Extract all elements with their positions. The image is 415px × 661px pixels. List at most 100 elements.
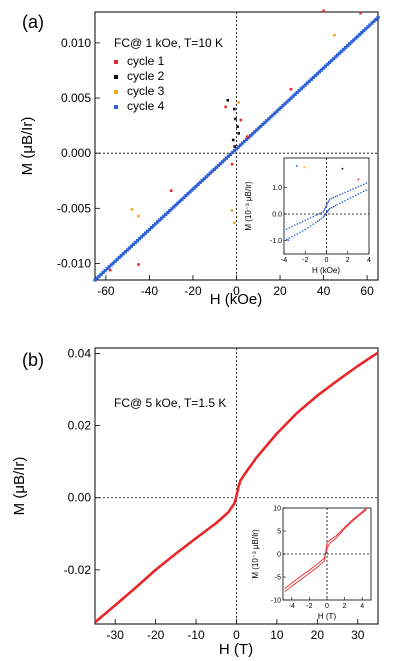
inset-a-branch-2-point bbox=[341, 201, 344, 203]
panel-a-xtick-label: 40 bbox=[317, 284, 331, 298]
cycle-1-point bbox=[239, 118, 243, 122]
inset-a-ytick-label: 0.0 bbox=[272, 212, 282, 219]
inset-a-branch-2-point bbox=[318, 219, 321, 221]
inset-a-branch-1-point bbox=[339, 194, 341, 196]
panel-b-ytick-label: 0.04 bbox=[68, 346, 92, 360]
inset-a-branch-2-point bbox=[330, 206, 333, 209]
inset-a-branch-2-point bbox=[301, 230, 304, 232]
cycle-2-point bbox=[234, 117, 237, 121]
panel-a-inset-data bbox=[283, 165, 368, 242]
inset-b-ytick-label: 0 bbox=[277, 552, 281, 559]
panel-a-xlabel: H (kOe) bbox=[210, 291, 263, 308]
panel-b-ytick-label: 0.02 bbox=[68, 419, 92, 433]
panel-a-ytick-label: -0.005 bbox=[57, 201, 91, 215]
inset-a-branch-2-point bbox=[328, 208, 330, 211]
panel-b-annotation: FC@ 5 kOe, T=1.5 K bbox=[114, 396, 226, 410]
cycle-3-point bbox=[130, 208, 134, 211]
panel-a-xtick-label: -40 bbox=[141, 284, 159, 298]
inset-a-branch-2-point bbox=[344, 199, 346, 202]
inset-a-branch-2-point bbox=[347, 198, 349, 201]
panel-a-label: (a) bbox=[22, 12, 44, 32]
panel-b-xtick-label: 0 bbox=[233, 628, 240, 642]
legend-label-cycle-3: cycle 3 bbox=[127, 84, 165, 98]
inset-a-branch-2-point bbox=[315, 221, 317, 224]
inset-a-branch-2-point bbox=[349, 197, 352, 199]
panel-b-inset-data bbox=[284, 507, 367, 593]
inset-a-branch-2-point bbox=[323, 215, 325, 217]
inset-a-branch-1-point bbox=[347, 190, 349, 193]
inset-b-xtick-label: -4 bbox=[289, 603, 295, 610]
inset-a-branch-2-point bbox=[309, 225, 312, 227]
inset-a-branch-1-point bbox=[307, 218, 309, 220]
legend-marker-cycle-3 bbox=[114, 90, 118, 94]
panel-a-xtick-label: -60 bbox=[97, 284, 115, 298]
inset-a-branch-1-point bbox=[336, 195, 338, 197]
inset-a-branch-1-point bbox=[357, 186, 360, 188]
panel-b-label: (b) bbox=[22, 350, 44, 370]
panel-a-ytick-label: 0.005 bbox=[61, 91, 91, 105]
cycle-3-point bbox=[233, 221, 236, 224]
panel-a-inset-ylabel: M (10⁻³ μB/Ir) bbox=[244, 181, 253, 231]
inset-b-ytick-label: 10 bbox=[273, 506, 281, 513]
inset-a-branch-1-point bbox=[327, 201, 329, 204]
inset-a-branch-1-point bbox=[288, 227, 291, 229]
inset-a-branch-2-point bbox=[307, 227, 309, 229]
legend-marker-cycle-2 bbox=[114, 75, 118, 79]
inset-b-branch-1 bbox=[284, 509, 367, 589]
inset-a-branch-2-point bbox=[360, 191, 362, 194]
inset-a-branch-2-point bbox=[317, 220, 319, 222]
inset-b-xtick-label: 4 bbox=[360, 603, 364, 610]
panel-b-xtick-label: -30 bbox=[107, 628, 125, 642]
panel-a-xtick-label: -20 bbox=[184, 284, 202, 298]
legend-marker-cycle-1 bbox=[114, 60, 118, 64]
inset-a-branch-1-point bbox=[293, 224, 296, 226]
inset-a-stray-point bbox=[341, 167, 344, 170]
panel-a-ytick-label: -0.010 bbox=[57, 256, 91, 270]
cycle-2-point bbox=[231, 138, 235, 142]
cycle-1-point bbox=[246, 135, 249, 138]
cycle-2-point bbox=[233, 107, 236, 111]
panel-b-inset-reference-lines bbox=[283, 508, 371, 600]
inset-a-branch-2-point bbox=[324, 214, 326, 216]
inset-a-branch-2-point bbox=[334, 204, 336, 207]
inset-b-xtick-label: -2 bbox=[306, 603, 312, 610]
inset-a-branch-1-point bbox=[312, 215, 314, 218]
inset-a-stray-point bbox=[287, 239, 290, 241]
panel-b-xtick-label: 30 bbox=[351, 628, 365, 642]
inset-a-branch-1-point bbox=[285, 228, 288, 230]
inset-a-branch-1-point bbox=[362, 183, 365, 186]
legend-label-cycle-1: cycle 1 bbox=[127, 54, 165, 68]
inset-b-ytick-label: 5 bbox=[277, 529, 281, 536]
inset-a-branch-1-point bbox=[349, 189, 352, 191]
inset-a-branch-2-point bbox=[299, 231, 301, 234]
inset-a-branch-1-point bbox=[334, 196, 336, 198]
legend-marker-cycle-4 bbox=[114, 105, 118, 109]
inset-a-branch-1-point bbox=[296, 223, 298, 225]
inset-a-branch-1-point bbox=[328, 198, 331, 201]
panel-a-inset-xlabel: H (kOe) bbox=[312, 266, 340, 275]
inset-a-branch-1-point bbox=[304, 219, 306, 222]
inset-a-branch-1-point bbox=[341, 192, 344, 195]
panel-b-inset-xlabel: H (T) bbox=[318, 612, 337, 621]
panel-b-inset: -4 -2 0 2 4 -10 -5 0 5 10 H (T) M (10⁻³ μB/Ir) bbox=[251, 506, 372, 621]
inset-a-branch-2-point bbox=[352, 195, 354, 198]
panel-b-xlabel: H (T) bbox=[219, 641, 253, 658]
cycle-1-point bbox=[322, 9, 325, 13]
cycle-1-point bbox=[359, 11, 362, 15]
cycle-2-point bbox=[237, 132, 240, 135]
inset-a-branch-2-point bbox=[362, 190, 365, 193]
inset-a-xtick-label: 2 bbox=[346, 257, 350, 264]
legend-label-cycle-4: cycle 4 bbox=[127, 99, 165, 113]
inset-a-branch-2-point bbox=[355, 194, 357, 197]
cycle-3-point bbox=[230, 209, 234, 212]
panel-a-annotation: FC@ 1 kOe, T=10 K bbox=[114, 36, 223, 50]
inset-a-branch-2-point bbox=[365, 189, 368, 191]
inset-a-branch-1-point bbox=[323, 209, 325, 211]
panel-b-xtick-label: -10 bbox=[187, 628, 205, 642]
cycle-1-point bbox=[230, 162, 234, 166]
panel-b-xtick-label: 20 bbox=[311, 628, 325, 642]
inset-a-branch-2-point bbox=[312, 223, 314, 225]
panel-a-ytick-label: 0.010 bbox=[61, 36, 91, 50]
inset-a-branch-1-point bbox=[325, 204, 328, 207]
